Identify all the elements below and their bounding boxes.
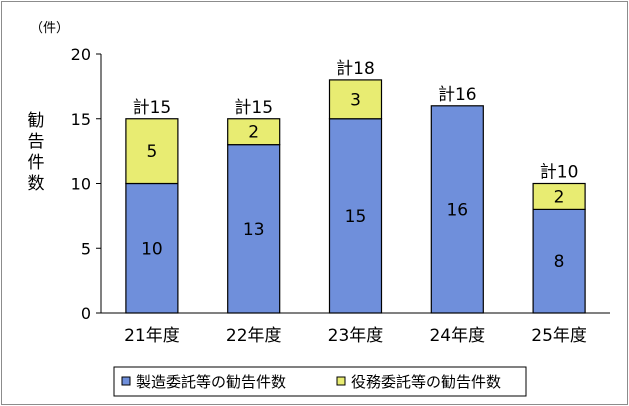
y-tick-label: 20 (71, 45, 91, 64)
data-label: 2 (554, 187, 565, 207)
total-label: 計16 (438, 85, 477, 105)
bar-segment (227, 144, 281, 314)
bar-segment (227, 118, 281, 146)
bar-segment (532, 182, 586, 210)
total-label: 計18 (336, 59, 375, 79)
legend-box (113, 366, 527, 397)
data-label: 3 (350, 90, 361, 110)
bar-segment (430, 105, 484, 314)
legend-swatch (121, 376, 131, 386)
y-tick-label: 10 (71, 175, 91, 194)
data-label: 13 (243, 220, 265, 240)
bar-segment (328, 79, 383, 120)
bar-segment (125, 182, 179, 314)
y-tick-label: 0 (81, 304, 91, 323)
data-label: 15 (345, 207, 367, 227)
data-label: 10 (141, 239, 163, 259)
x-tick-label: 23年度 (328, 326, 384, 346)
data-label: 5 (146, 142, 157, 162)
data-label: 8 (554, 252, 565, 272)
total-label: 計10 (540, 163, 579, 183)
bar-segment (125, 118, 179, 185)
legend-label: 役務委託等の勧告件数 (351, 373, 501, 391)
y-axis-title: 勧告件数 (28, 111, 45, 194)
x-tick-label: 21年度 (124, 326, 180, 346)
data-label: 2 (248, 123, 259, 143)
x-tick-label: 25年度 (531, 326, 587, 346)
x-tick-label: 22年度 (226, 326, 282, 346)
y-tick-label: 5 (81, 239, 91, 258)
legend-label: 製造委託等の勧告件数 (136, 373, 286, 391)
x-tick-label: 24年度 (429, 326, 485, 346)
unit-label: （件） (30, 21, 69, 36)
total-label: 計15 (133, 98, 172, 118)
data-label: 16 (446, 200, 468, 220)
bar-segment (328, 118, 383, 314)
total-label: 計15 (234, 98, 273, 118)
y-tick-label: 15 (71, 110, 91, 129)
bar-segment (532, 208, 586, 314)
legend-swatch (336, 376, 346, 386)
